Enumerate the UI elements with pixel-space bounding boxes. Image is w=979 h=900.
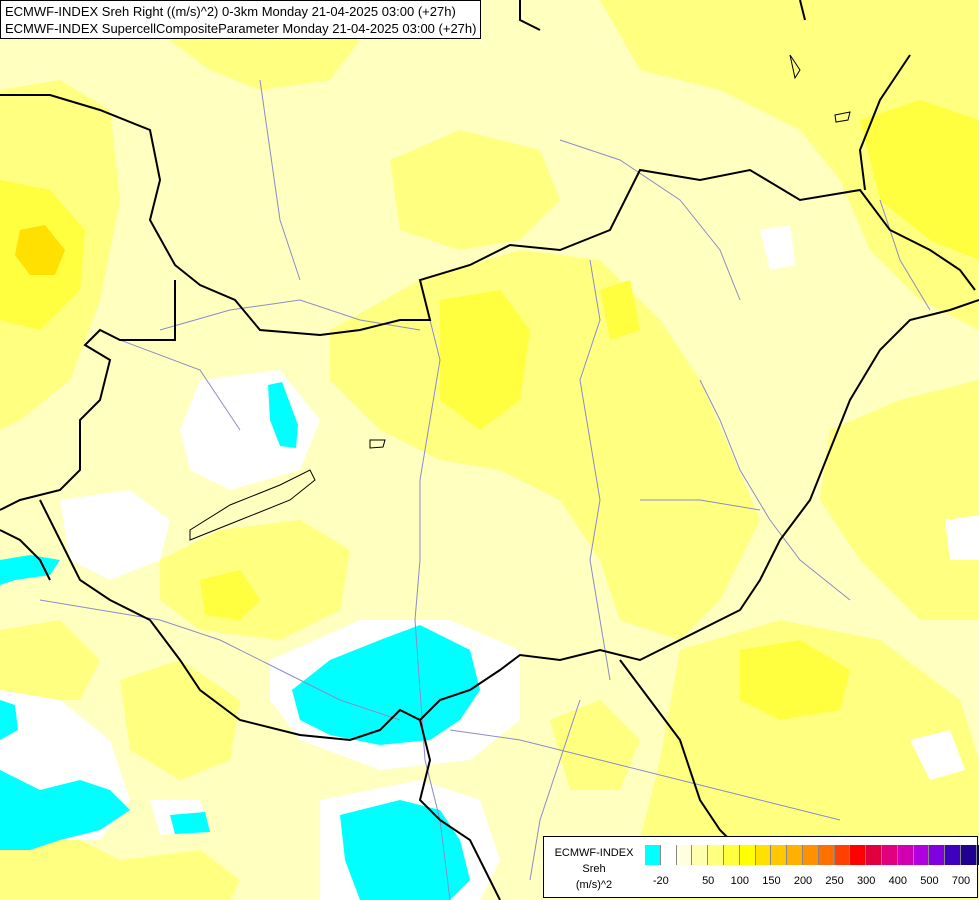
legend-variable: Sreh [582,863,606,875]
legend-tick-label: 50 [702,875,715,887]
legend-tick-label: 400 [888,875,907,887]
legend-swatch [866,845,882,865]
legend-name: ECMWF-INDEX [554,847,634,859]
legend-swatch [802,845,819,865]
legend-unit: (m/s)^2 [575,879,613,891]
legend-swatch [881,845,898,865]
lakes [189,54,851,541]
map-title-box: ECMWF-INDEX Sreh Right ((m/s)^2) 0-3km M… [0,0,482,39]
legend-tick-label: 700 [951,875,971,887]
title-line-1: ECMWF-INDEX Sreh Right ((m/s)^2) 0-3km M… [5,4,456,19]
title-line-2: ECMWF-INDEX SupercellCompositeParameter … [5,21,477,36]
legend-swatch [945,845,961,865]
legend-swatches [645,845,979,865]
legend-swatch [960,845,977,865]
legend-tick-label: 100 [730,875,749,887]
legend-tick-label: -20 [652,875,669,887]
legend-swatch [976,845,979,865]
legend-tick-label: 500 [920,875,939,887]
legend-swatch [834,845,851,865]
legend-swatch [739,845,756,865]
legend-tick-label: 300 [857,875,876,887]
legend-swatch [850,845,867,865]
legend-swatch [787,845,803,865]
legend-swatch [645,845,661,865]
legend-swatch [913,845,930,865]
legend-swatch [771,845,788,865]
sreh-field-cyan [0,382,480,900]
sreh-field-orange [15,225,65,275]
legend-swatch [897,845,914,865]
legend-ticks: -20 50 100 150 200 250 300 400 500 700 [645,875,975,889]
legend-swatch [676,845,693,865]
legend-tick-label: 150 [762,875,781,887]
legend-swatch [755,845,772,865]
legend-tick-label: 200 [793,875,813,887]
rivers [39,79,931,900]
legend-swatch [708,845,724,865]
color-legend: ECMWF-INDEX Sreh (m/s)^2 -20 50 100 150 200 2… [543,836,979,898]
legend-swatch [818,845,835,865]
legend-tick-label: 250 [825,875,844,887]
legend-swatch [723,845,740,865]
legend-swatch [692,845,709,865]
legend-swatch [660,845,677,865]
sreh-field-yellow-strong [0,100,979,720]
legend-swatch [929,845,946,865]
